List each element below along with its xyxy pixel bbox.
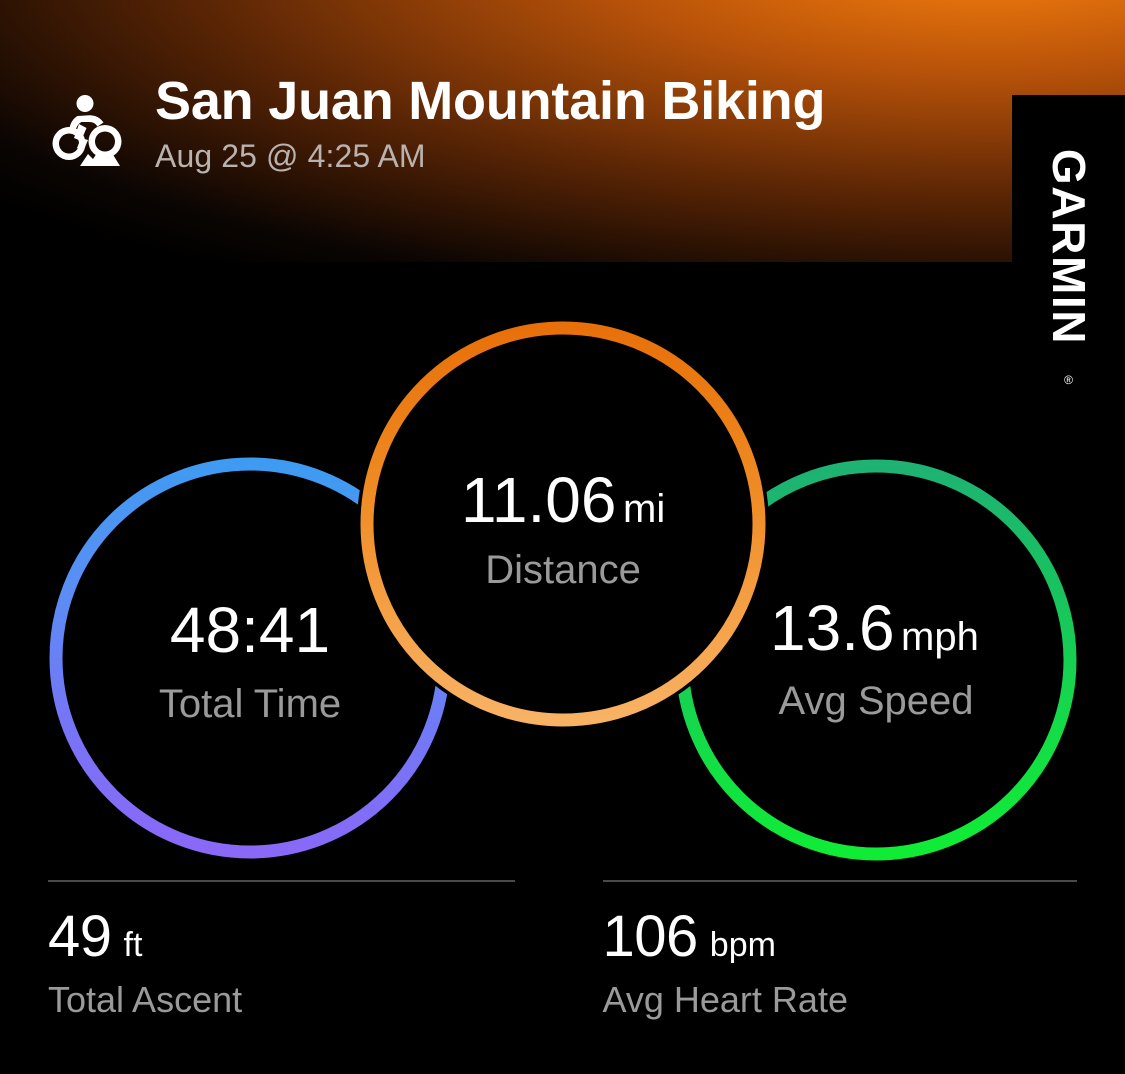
ring-arc-distance <box>360 321 766 727</box>
stat-value-avg-heart-rate: 106 <box>602 904 699 969</box>
ring-label-avg-speed: Avg Speed <box>779 679 974 723</box>
stat-divider-right <box>602 880 1077 882</box>
stat-value-row-avg-heart-rate: 106 bpm <box>603 908 1078 966</box>
registered-trademark-icon: ® <box>1064 373 1073 387</box>
secondary-stats-row: 49 ft Total Ascent 106 bpm Avg Heart Rat… <box>0 880 1125 1074</box>
activity-header: San Juan Mountain Biking Aug 25 @ 4:25 A… <box>0 0 1125 262</box>
ring-arc-avg-speed <box>675 459 1077 861</box>
ring-distance: 11.06 mi Distance <box>360 321 766 727</box>
page-title: San Juan Mountain Biking <box>155 71 826 131</box>
ring-unit-distance: mi <box>623 487 665 531</box>
stat-label-total-ascent: Total Ascent <box>48 979 243 1020</box>
ring-label-distance: Distance <box>485 548 641 592</box>
ring-value-avg-speed: 13.6 <box>770 592 895 664</box>
stat-value-row-total-ascent: 49 ft <box>48 908 515 966</box>
ring-value-total-time: 48:41 <box>170 594 330 666</box>
ring-arc-total-time <box>49 457 451 859</box>
header-text-group: San Juan Mountain Biking Aug 25 @ 4:25 A… <box>155 72 995 175</box>
mountain-biking-icon <box>50 94 124 166</box>
stat-avg-heart-rate: 106 bpm Avg Heart Rate <box>563 880 1125 1074</box>
stat-divider-left <box>48 880 515 882</box>
stat-unit-avg-heart-rate: bpm <box>709 926 776 964</box>
stat-total-ascent: 49 ft Total Ascent <box>0 880 563 1074</box>
stat-value-total-ascent: 49 <box>48 904 112 969</box>
garmin-brand-block: GARMIN ® <box>1012 95 1125 398</box>
activity-timestamp: Aug 25 @ 4:25 AM <box>155 138 426 175</box>
ring-total-time: 48:41 Total Time <box>49 457 451 859</box>
ring-label-total-time: Total Time <box>159 682 341 726</box>
stat-label-avg-heart-rate: Avg Heart Rate <box>602 979 848 1020</box>
stat-unit-total-ascent: ft <box>123 926 143 964</box>
ring-avg-speed: 13.6 mph Avg Speed <box>675 459 1077 861</box>
ring-value-distance: 11.06 <box>461 464 616 536</box>
ring-unit-avg-speed: mph <box>901 615 979 659</box>
metric-rings-group: 48:41 Total Time 13.6 mph Avg Speed 11.0… <box>0 262 1125 882</box>
